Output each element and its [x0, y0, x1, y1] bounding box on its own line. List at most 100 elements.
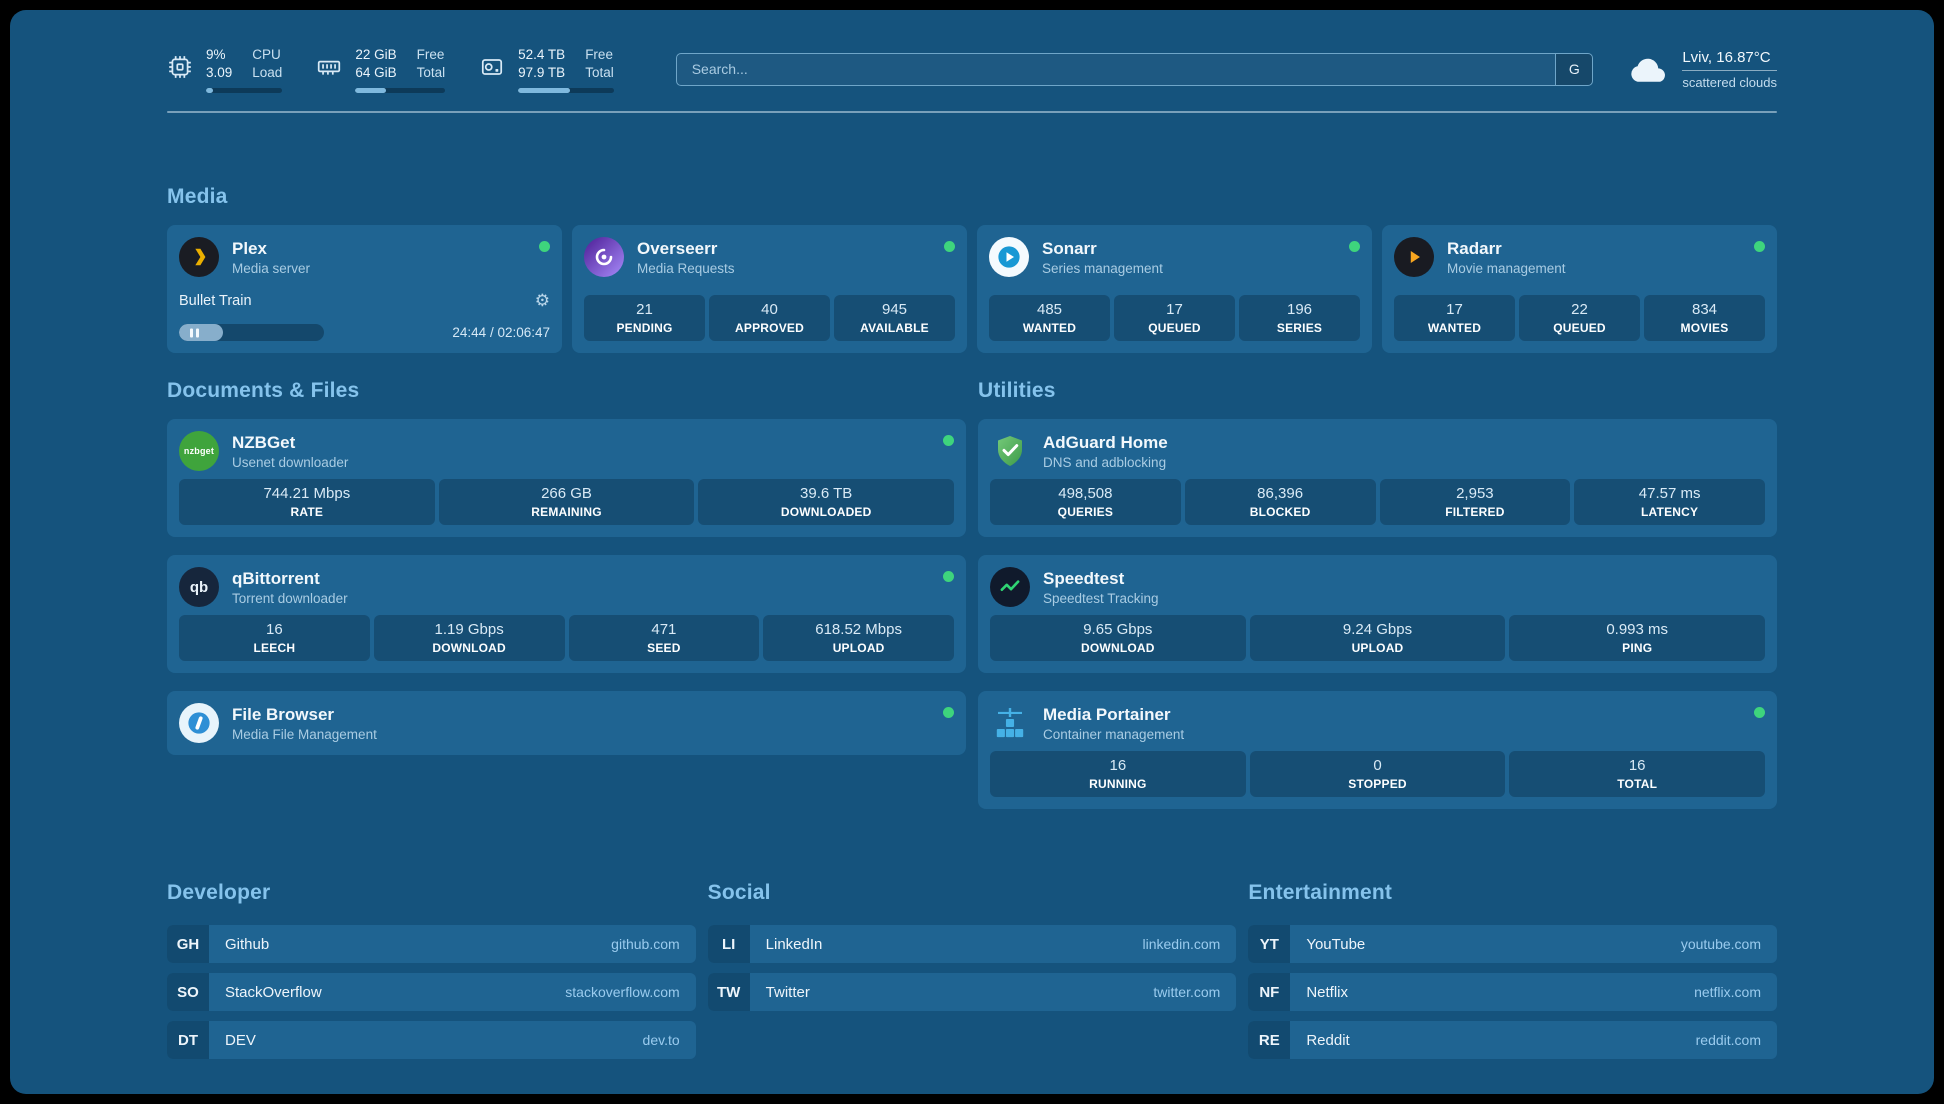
stat-tile: 17 QUEUED: [1114, 295, 1235, 341]
nzbget-card[interactable]: nzbget NZBGet Usenet downloader 744.21 M…: [167, 419, 966, 537]
app-subtitle: Media server: [232, 260, 311, 276]
stat-tile: 945 AVAILABLE: [834, 295, 955, 341]
stat-tile: 266 GB REMAINING: [438, 479, 695, 525]
cpu-load-label: Load: [252, 64, 283, 80]
stat-tile: 22 QUEUED: [1519, 295, 1640, 341]
utilities-section: Utilities: [978, 379, 1777, 827]
ram-widget: 22 GiB 64 GiB Free Total: [316, 46, 446, 93]
cloud-icon: [1627, 53, 1669, 85]
bookmark-github[interactable]: GH Github github.com: [167, 925, 696, 963]
app-title: Plex: [232, 238, 267, 258]
bookmark-youtube[interactable]: YT YouTube youtube.com: [1248, 925, 1777, 963]
section-title-utilities: Utilities: [978, 379, 1056, 402]
weather-widget[interactable]: Lviv, 16.87°C scattered clouds: [1627, 49, 1777, 90]
bookmark-domain: netflix.com: [1694, 984, 1761, 1000]
bookmark-twitter[interactable]: TW Twitter twitter.com: [707, 973, 1237, 1011]
status-online-dot: [1754, 241, 1765, 252]
bookmark-abbr: YT: [1248, 925, 1291, 963]
dashboard-page: 9% 3.09 CPU Load: [10, 10, 1934, 1094]
bookmark-abbr: NF: [1248, 973, 1291, 1011]
bookmark-abbr: RE: [1248, 1021, 1291, 1059]
app-title: qBittorrent: [232, 568, 320, 588]
bookmark-name: Twitter: [765, 983, 810, 1001]
disk-free-value: 52.4 TB: [518, 46, 566, 62]
bookmark-netflix[interactable]: NF Netflix netflix.com: [1248, 973, 1777, 1011]
bookmark-dev[interactable]: DT DEV dev.to: [167, 1021, 696, 1059]
ram-progress-bar: [355, 87, 446, 93]
settings-gear-icon[interactable]: ⚙: [534, 291, 550, 310]
cpu-progress-bar: [206, 87, 283, 93]
bookmark-reddit[interactable]: RE Reddit reddit.com: [1248, 1021, 1777, 1059]
bookmark-stackoverflow[interactable]: SO StackOverflow stackoverflow.com: [167, 973, 696, 1011]
playback-time: 24:44 / 02:06:47: [452, 325, 550, 340]
entertainment-section: Entertainment YT YouTube youtube.com NF …: [1248, 881, 1777, 1069]
status-online-dot: [943, 435, 954, 446]
stat-tile: 16 TOTAL: [1509, 751, 1766, 797]
section-title-developer: Developer: [167, 881, 271, 904]
bookmark-name: Netflix: [1306, 983, 1349, 1001]
stat-tile: 485 WANTED: [989, 295, 1110, 341]
stat-tile: 39.6 TB DOWNLOADED: [698, 479, 955, 525]
section-title-media: Media: [167, 185, 228, 208]
bookmark-name: DEV: [225, 1031, 256, 1049]
documents-section: Documents & Files nzbget NZBGet Usenet d…: [167, 379, 966, 827]
app-title: Radarr: [1447, 238, 1502, 258]
ram-total-label: Total: [416, 64, 446, 80]
bookmark-name: StackOverflow: [225, 983, 322, 1001]
search-input[interactable]: [676, 53, 1556, 85]
adguard-card[interactable]: AdGuard Home DNS and adblocking 498,508 …: [978, 419, 1777, 537]
status-online-dot: [943, 571, 954, 582]
app-title: Overseerr: [637, 238, 718, 258]
stat-tile: 498,508 QUERIES: [990, 479, 1181, 525]
playback-progress-bar[interactable]: [179, 324, 324, 341]
ram-icon: [316, 54, 342, 80]
plex-card[interactable]: Plex Media server Bullet Train ⚙ 24:44 /…: [167, 225, 562, 353]
qbittorrent-card[interactable]: qb qBittorrent Torrent downloader 16 LEE…: [167, 555, 966, 673]
bookmark-linkedin[interactable]: LI LinkedIn linkedin.com: [707, 925, 1237, 963]
stat-tile: 744.21 Mbps RATE: [179, 479, 435, 525]
stat-tile: 471 SEED: [568, 615, 760, 661]
weather-condition: scattered clouds: [1682, 74, 1777, 90]
section-title-entertainment: Entertainment: [1248, 881, 1393, 904]
search-engine-button[interactable]: G: [1555, 53, 1593, 85]
pause-icon[interactable]: [190, 328, 199, 337]
app-subtitle: Media File Management: [232, 726, 377, 742]
app-title: AdGuard Home: [1043, 432, 1168, 452]
radarr-card[interactable]: Radarr Movie management 17 WANTED 22 QUE…: [1382, 225, 1777, 353]
stat-tile: 618.52 Mbps UPLOAD: [763, 615, 954, 661]
cpu-load-value: 3.09: [206, 64, 233, 80]
disk-progress-bar: [518, 87, 614, 93]
stat-tile: 196 SERIES: [1239, 295, 1360, 341]
bookmark-domain: dev.to: [642, 1032, 680, 1048]
cpu-percent: 9%: [206, 46, 226, 62]
ram-free-label: Free: [416, 46, 445, 62]
app-title: Speedtest: [1043, 568, 1125, 588]
ram-free-value: 22 GiB: [355, 46, 397, 62]
stat-tile: 47.57 ms LATENCY: [1574, 479, 1765, 525]
search-bar: G: [675, 52, 1594, 86]
filebrowser-card[interactable]: File Browser Media File Management: [167, 691, 966, 755]
stat-tile: 40 APPROVED: [709, 295, 830, 341]
plex-icon: [179, 237, 219, 277]
filebrowser-icon: [179, 703, 219, 743]
bookmark-abbr: DT: [167, 1021, 209, 1059]
radarr-icon: [1394, 237, 1434, 277]
bookmark-name: YouTube: [1306, 935, 1366, 953]
disk-widget: 52.4 TB 97.9 TB Free Total: [479, 46, 614, 93]
stat-tile: 21 PENDING: [584, 295, 705, 341]
sonarr-card[interactable]: Sonarr Series management 485 WANTED 17 Q…: [977, 225, 1372, 353]
speedtest-icon: [990, 567, 1030, 607]
bookmark-abbr: TW: [707, 973, 750, 1011]
portainer-card[interactable]: Media Portainer Container management 16 …: [978, 691, 1777, 809]
portainer-icon: [990, 703, 1030, 743]
speedtest-card[interactable]: Speedtest Speedtest Tracking 9.65 Gbps D…: [978, 555, 1777, 673]
app-subtitle: Media Requests: [637, 260, 735, 276]
overseerr-card[interactable]: Overseerr Media Requests 21 PENDING 40 A…: [572, 225, 967, 353]
bookmark-domain: github.com: [611, 936, 680, 952]
stat-tile: 9.24 Gbps UPLOAD: [1249, 615, 1506, 661]
status-online-dot: [944, 241, 955, 252]
bookmark-domain: linkedin.com: [1142, 936, 1221, 952]
weather-location: Lviv, 16.87°C: [1682, 49, 1777, 71]
header-divider: [167, 111, 1777, 113]
bookmark-name: Github: [225, 935, 270, 953]
